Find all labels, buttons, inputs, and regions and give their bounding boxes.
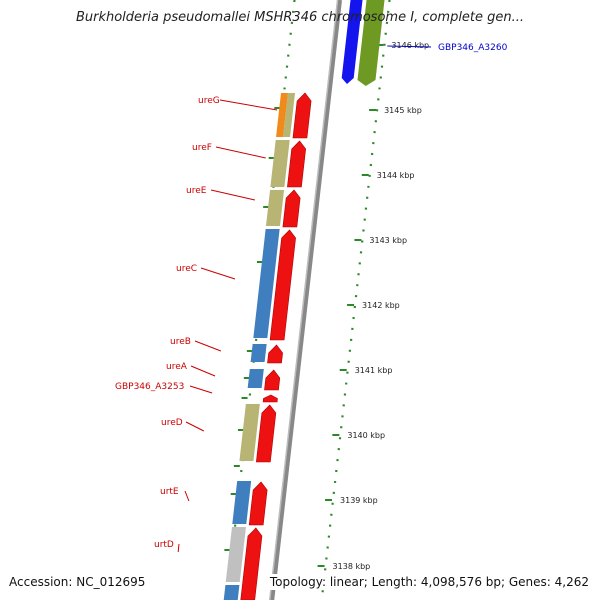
- gene-label-leader: [219, 99, 278, 111]
- gene-arrow: [240, 527, 263, 600]
- gene-arrow: [269, 229, 296, 341]
- topology-text: Topology: linear; Length: 4,098,576 bp; …: [266, 574, 592, 590]
- cog-block-khaki: [265, 190, 285, 226]
- gene-label-leader: [184, 490, 190, 502]
- gene-label-leader: [194, 340, 222, 352]
- cog-block-blue: [223, 585, 240, 600]
- backbone-highlight: [268, 0, 339, 600]
- backbone-line: [269, 0, 343, 600]
- gene-arrow: [262, 394, 278, 403]
- cog-block-gray: [225, 527, 246, 582]
- gene-label: ureF: [192, 143, 212, 153]
- gene-label: GBP346_A3253: [115, 382, 184, 392]
- gene-label-leader: [185, 421, 205, 432]
- gene-arrow: [287, 140, 306, 188]
- gene-arrow: [264, 369, 281, 391]
- gene-label-leader: [177, 543, 180, 553]
- gene-label: ureD: [161, 418, 183, 428]
- scale-tick-label: 3140 kbp: [347, 431, 385, 440]
- cog-block-khaki: [239, 404, 260, 461]
- scale-tick-label: 3143 kbp: [369, 236, 407, 245]
- cog-block-blue: [253, 229, 280, 338]
- gene-label: ureE: [186, 186, 207, 196]
- scale-tick-label: 3146 kbp: [391, 41, 429, 50]
- gene-arrow: [292, 92, 312, 139]
- scale-tick-label: 3142 kbp: [362, 301, 400, 310]
- gene-label-leader: [190, 365, 216, 377]
- scale-tick-label: 3139 kbp: [340, 496, 378, 505]
- gene-label-leader: [189, 385, 213, 394]
- gene-label: urtD: [154, 540, 174, 550]
- gene-label: ureA: [166, 362, 188, 372]
- gene-arrow: [248, 481, 268, 526]
- map-title: Burkholderia pseudomallei MSHR346 chromo…: [75, 10, 525, 25]
- cog-block-blue: [250, 344, 267, 362]
- gene-label-leader: [200, 267, 236, 280]
- gene-block-blue: [341, 0, 363, 84]
- gene-arrow: [255, 404, 277, 463]
- gene-arrow: [282, 189, 301, 228]
- cog-block-orange: [276, 93, 289, 137]
- scale-tick-label: 3138 kbp: [333, 562, 371, 571]
- gene-arrow: [267, 344, 283, 364]
- accession-text: Accession: NC_012695: [6, 574, 149, 590]
- gene-label-leader: [210, 189, 256, 201]
- cog-block-blue: [232, 481, 252, 524]
- gene-label: ureC: [176, 264, 197, 274]
- gene-label: ureB: [170, 337, 191, 347]
- cog-block-khaki: [270, 140, 290, 187]
- gene-block-green: [357, 0, 385, 86]
- scale-tick-label: 3145 kbp: [384, 106, 422, 115]
- cog-block-blue: [247, 369, 264, 388]
- gene-label-leader: [387, 45, 432, 48]
- gene-label: urtE: [160, 487, 179, 497]
- gene-label: GBP346_A3260: [438, 43, 508, 53]
- gene-label: ureG: [198, 96, 220, 106]
- scale-tick-label: 3141 kbp: [355, 366, 393, 375]
- cog-block-khaki: [283, 93, 296, 137]
- scale-tick-label: 3144 kbp: [377, 171, 415, 180]
- gene-label-leader: [215, 146, 266, 159]
- ruler-dots-right: [320, 0, 391, 600]
